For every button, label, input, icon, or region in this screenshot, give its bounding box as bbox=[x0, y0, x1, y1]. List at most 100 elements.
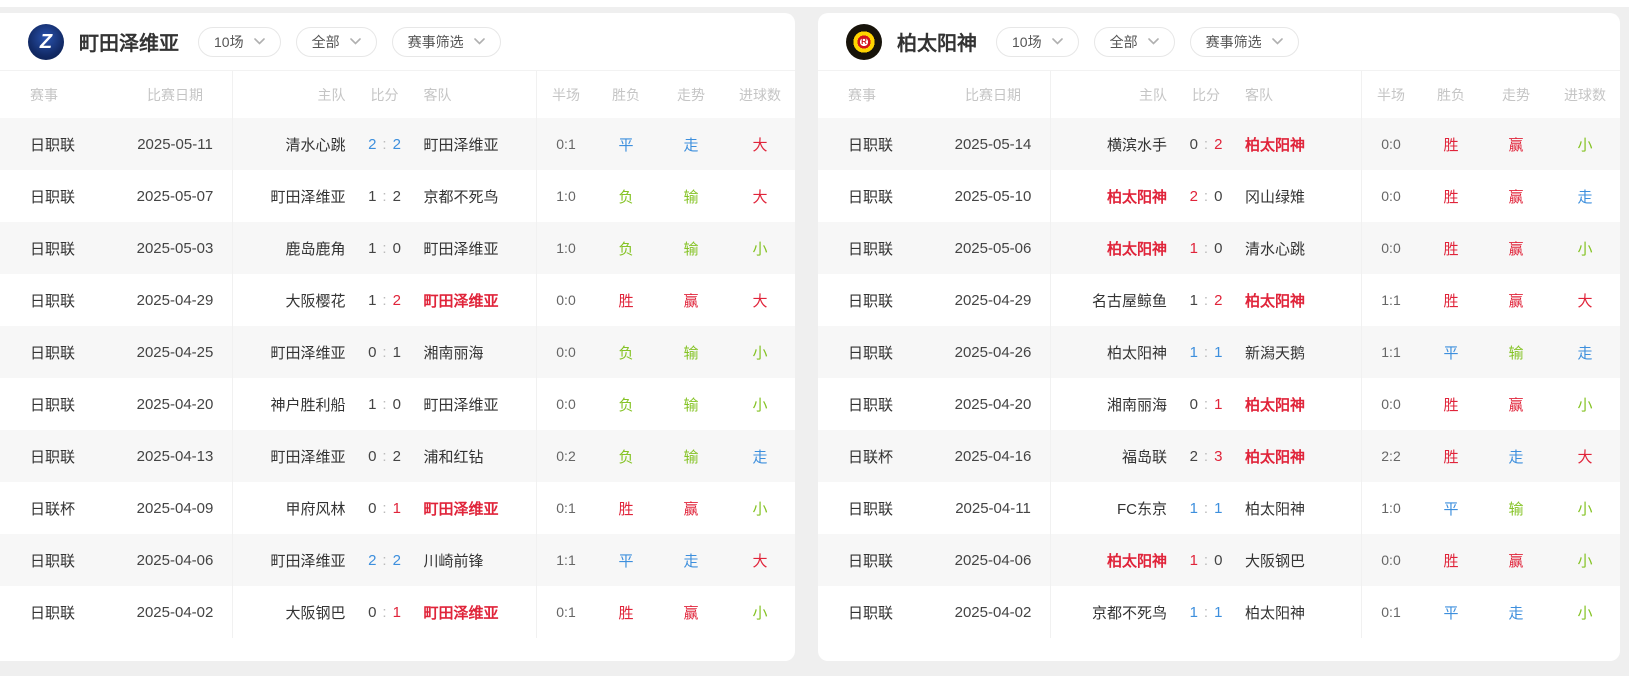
away-team-name: 柏太阳神 bbox=[1245, 498, 1361, 519]
home-team-name: 名古屋鲸鱼 bbox=[1051, 290, 1167, 311]
away-score-digit: 1 bbox=[1214, 343, 1223, 361]
away-team-name: 町田泽维亚 bbox=[424, 394, 537, 415]
goals-indicator: 小 bbox=[1577, 396, 1593, 414]
trend-indicator: 输 bbox=[1508, 344, 1524, 362]
match-date: 2025-04-29 bbox=[954, 291, 1032, 309]
away-team-label: 冈山绿雉 bbox=[1245, 188, 1306, 206]
away-team-label: 町田泽维亚 bbox=[423, 136, 499, 154]
home-team-name: 大阪樱花 bbox=[233, 290, 345, 311]
half-time-score: 0:1 bbox=[556, 136, 576, 152]
trend-indicator: 输 bbox=[1508, 500, 1524, 518]
venue-dropdown[interactable]: 全部 bbox=[1093, 26, 1175, 57]
match-row: 日职联 2025-04-29 大阪樱花 1:2 町田泽维亚 0:0 胜赢大 bbox=[0, 274, 795, 326]
result-indicator: 胜 bbox=[1443, 396, 1459, 414]
score-colon: : bbox=[382, 447, 387, 465]
col-header-score: 比分 bbox=[1192, 86, 1220, 103]
trend-indicator: 输 bbox=[683, 396, 699, 414]
trend-indicator: 走 bbox=[1508, 448, 1524, 466]
home-score-digit: 2 bbox=[368, 551, 377, 569]
home-score-digit: 1 bbox=[1189, 603, 1198, 621]
half-time-score: 1:0 bbox=[556, 188, 576, 204]
away-score-digit: 2 bbox=[392, 447, 401, 465]
match-score: 2:2 bbox=[346, 136, 424, 153]
col-header-trend: 走势 bbox=[677, 86, 705, 103]
competition-filter-dropdown[interactable]: 赛事筛选 bbox=[391, 26, 501, 57]
half-time-score: 0:1 bbox=[1381, 604, 1401, 620]
match-score: 1:1 bbox=[1167, 344, 1245, 361]
goals-indicator: 走 bbox=[752, 448, 768, 466]
half-time-score: 1:1 bbox=[1381, 344, 1401, 360]
half-time-score: 1:1 bbox=[556, 552, 576, 568]
home-team-label: 町田泽维亚 bbox=[270, 448, 346, 466]
match-date: 2025-05-03 bbox=[136, 239, 214, 257]
away-team-label: 町田泽维亚 bbox=[423, 500, 499, 518]
trend-indicator: 赢 bbox=[1508, 292, 1524, 310]
home-score-digit: 1 bbox=[1189, 239, 1198, 257]
home-team-name: 神户胜利船 bbox=[233, 394, 345, 415]
away-score-digit: 1 bbox=[1214, 603, 1223, 621]
away-team-name: 町田泽维亚 bbox=[424, 602, 537, 623]
half-time-score: 0:0 bbox=[1381, 240, 1401, 256]
away-team-name: 川崎前锋 bbox=[424, 550, 537, 571]
match-group: 大阪樱花 1:2 町田泽维亚 bbox=[232, 274, 537, 326]
match-group: 甲府风林 0:1 町田泽维亚 bbox=[232, 482, 537, 534]
goals-indicator: 小 bbox=[752, 240, 768, 258]
match-score: 1:0 bbox=[346, 240, 424, 257]
machida-zelvia-logo: Z bbox=[28, 23, 64, 60]
match-score: 1:1 bbox=[1167, 500, 1245, 517]
home-team-label: 名古屋鲸鱼 bbox=[1091, 292, 1167, 310]
home-score-digit: 0 bbox=[368, 447, 377, 465]
score-colon: : bbox=[1203, 343, 1209, 361]
match-group: 京都不死鸟 1:1 柏太阳神 bbox=[1050, 586, 1362, 638]
match-score: 1:0 bbox=[346, 396, 424, 413]
match-row: 日职联 2025-04-11 FC东京 1:1 柏太阳神 1:0 平输小 bbox=[818, 482, 1620, 534]
away-team-label: 湘南丽海 bbox=[423, 344, 484, 362]
col-header-competition: 赛事 bbox=[30, 86, 58, 103]
match-competition: 日职联 bbox=[30, 604, 76, 622]
match-group: 横滨水手 0:2 柏太阳神 bbox=[1050, 118, 1362, 170]
match-count-dropdown[interactable]: 10场 bbox=[996, 26, 1079, 57]
result-indicator: 胜 bbox=[1443, 240, 1459, 258]
away-team-label: 柏太阳神 bbox=[1245, 448, 1306, 466]
home-score-digit: 0 bbox=[1189, 135, 1198, 153]
goals-indicator: 小 bbox=[1577, 240, 1593, 258]
away-score-digit: 2 bbox=[1214, 291, 1223, 309]
goals-indicator: 小 bbox=[752, 396, 768, 414]
goals-indicator: 小 bbox=[1577, 500, 1593, 518]
half-time-score: 0:0 bbox=[1381, 396, 1401, 412]
venue-label: 全部 bbox=[311, 33, 340, 50]
team-name: 柏太阳神 bbox=[897, 33, 977, 55]
home-team-name: 柏太阳神 bbox=[1051, 186, 1167, 207]
score-colon: : bbox=[1203, 447, 1209, 465]
trend-indicator: 赢 bbox=[683, 292, 699, 310]
col-header-trend: 走势 bbox=[1502, 86, 1530, 103]
match-row: 日职联 2025-04-02 大阪钢巴 0:1 町田泽维亚 0:1 胜赢小 bbox=[0, 586, 795, 638]
match-competition: 日联杯 bbox=[848, 448, 894, 466]
venue-dropdown[interactable]: 全部 bbox=[295, 26, 377, 57]
away-score-digit: 1 bbox=[1214, 499, 1223, 517]
match-group: 福岛联 2:3 柏太阳神 bbox=[1050, 430, 1362, 482]
home-score-digit: 1 bbox=[368, 239, 377, 257]
match-row: 日职联 2025-04-06 町田泽维亚 2:2 川崎前锋 1:1 平走大 bbox=[0, 534, 795, 586]
col-header-away-team: 客队 bbox=[423, 86, 452, 103]
away-score-digit: 2 bbox=[392, 187, 401, 205]
match-row: 日联杯 2025-04-09 甲府风林 0:1 町田泽维亚 0:1 胜赢小 bbox=[0, 482, 795, 534]
match-score: 0:1 bbox=[346, 500, 424, 517]
half-time-score: 0:1 bbox=[556, 604, 576, 620]
col-header-goals: 进球数 bbox=[739, 86, 781, 103]
score-colon: : bbox=[382, 603, 387, 621]
half-time-score: 0:0 bbox=[1381, 188, 1401, 204]
match-count-dropdown[interactable]: 10场 bbox=[198, 26, 281, 57]
goals-indicator: 小 bbox=[1577, 604, 1593, 622]
match-date: 2025-04-06 bbox=[136, 551, 214, 569]
competition-filter-dropdown[interactable]: 赛事筛选 bbox=[1189, 26, 1299, 57]
chevron-down-icon bbox=[1271, 38, 1283, 45]
home-team-label: 柏太阳神 bbox=[1106, 188, 1167, 206]
away-team-name: 町田泽维亚 bbox=[424, 134, 537, 155]
match-row: 日职联 2025-04-02 京都不死鸟 1:1 柏太阳神 0:1 平走小 bbox=[818, 586, 1620, 638]
match-competition: 日职联 bbox=[30, 292, 76, 310]
home-team-name: 鹿岛鹿角 bbox=[233, 238, 345, 259]
home-score-digit: 0 bbox=[368, 499, 377, 517]
half-time-score: 0:1 bbox=[556, 500, 576, 516]
table-header-row: 赛事 比赛日期 主队 比分 客队 半场 胜负 走势 进球数 bbox=[818, 71, 1620, 118]
